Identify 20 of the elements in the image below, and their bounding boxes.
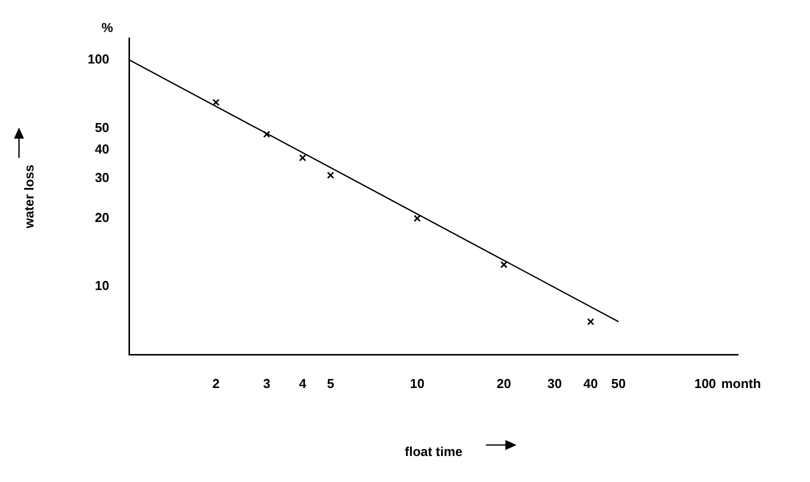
x-tick-label: 3: [263, 376, 270, 392]
x-tick-label: 50: [611, 376, 626, 392]
y-tick-label: 40: [94, 142, 110, 157]
y-axis-title: water loss: [21, 164, 36, 230]
x-tick-label: 5: [326, 376, 334, 392]
text: month: [721, 376, 761, 391]
y-tick-label: 20: [94, 210, 110, 225]
x-tick-label: 10: [410, 376, 424, 392]
x-tick-label: 4: [299, 376, 308, 392]
x-tick-label: 2: [212, 376, 220, 392]
x-axis-title: float time: [404, 444, 463, 459]
x-tick-label: 100: [694, 376, 716, 392]
text: %: [102, 20, 114, 35]
y-tick-label: 10: [94, 278, 110, 294]
x-tick-label: 20: [496, 376, 512, 392]
y-tick-label: 50: [94, 120, 110, 135]
y-tick-label: 100: [88, 52, 110, 67]
x-tick-label: 40: [583, 376, 598, 392]
x-tick-label: 30: [547, 376, 562, 392]
y-tick-label: 30: [94, 170, 110, 186]
